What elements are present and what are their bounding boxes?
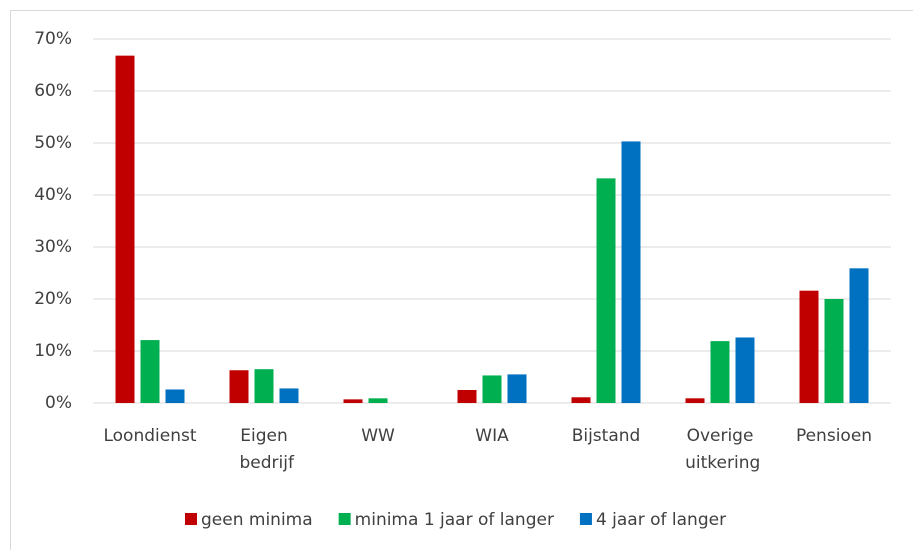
bar bbox=[824, 299, 844, 403]
bar bbox=[849, 268, 869, 403]
bar bbox=[229, 370, 249, 403]
bar bbox=[621, 141, 641, 403]
y-tick-label: 0% bbox=[45, 393, 72, 413]
bar bbox=[799, 290, 819, 403]
bar bbox=[165, 389, 185, 403]
bar bbox=[457, 390, 477, 403]
legend-swatch bbox=[338, 513, 351, 525]
bar bbox=[507, 374, 527, 403]
legend-label: minima 1 jaar of langer bbox=[355, 510, 554, 530]
legend-swatch bbox=[185, 513, 197, 525]
legend-label: 4 jaar of langer bbox=[596, 510, 726, 530]
bar bbox=[115, 55, 135, 403]
x-tick-label: Loondienst bbox=[103, 426, 196, 446]
bar bbox=[140, 340, 160, 403]
x-tick-label: Eigen bedrijf bbox=[234, 426, 295, 473]
bar bbox=[710, 341, 730, 403]
y-tick-label: 40% bbox=[34, 185, 72, 205]
x-tick-label: Bijstand bbox=[572, 426, 641, 446]
y-tick-label: 70% bbox=[34, 29, 72, 49]
bar bbox=[343, 399, 363, 403]
bar bbox=[571, 397, 591, 403]
bar bbox=[735, 337, 755, 403]
x-tick-label: WW bbox=[361, 426, 395, 446]
y-tick-label: 30% bbox=[34, 237, 72, 257]
bar bbox=[685, 398, 705, 403]
bar bbox=[482, 375, 502, 403]
y-tick-label: 20% bbox=[34, 289, 72, 309]
y-tick-label: 60% bbox=[34, 81, 72, 101]
chart-frame bbox=[10, 10, 913, 550]
legend-swatch bbox=[579, 513, 592, 525]
bar bbox=[368, 398, 388, 403]
legend-label: geen minima bbox=[201, 510, 313, 530]
x-tick-label: Overige uitkering bbox=[680, 426, 761, 473]
x-tick-label: WIA bbox=[475, 426, 509, 446]
y-tick-label: 50% bbox=[34, 133, 72, 153]
y-tick-label: 10% bbox=[34, 341, 72, 361]
bar bbox=[279, 388, 299, 403]
bar bbox=[596, 178, 616, 403]
bar bbox=[254, 369, 274, 403]
x-tick-label: Pensioen bbox=[796, 426, 872, 446]
